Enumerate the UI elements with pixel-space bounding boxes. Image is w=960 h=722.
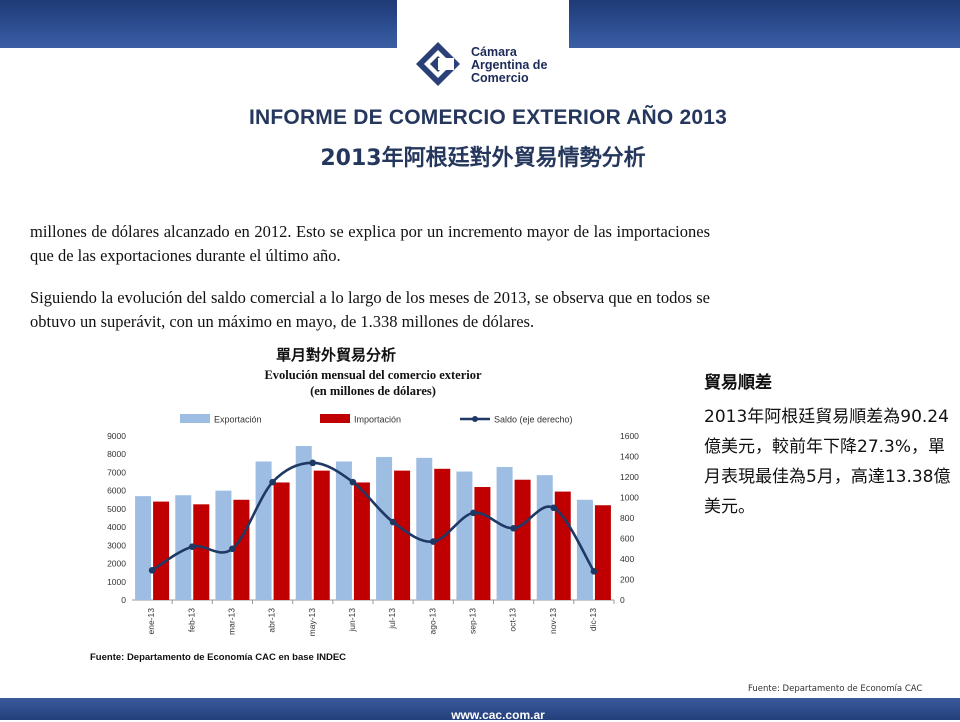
x-tick-label-jul-13: jul-13 — [387, 608, 397, 630]
left-tick-label-1: 1000 — [107, 577, 126, 587]
saldo-point-may-13 — [309, 459, 317, 467]
saldo-point-ago-13 — [429, 538, 437, 545]
chart-source: Fuente: Departamento de Economía CAC en … — [90, 652, 346, 663]
right-tick-label-6: 1200 — [620, 472, 639, 482]
saldo-point-oct-13 — [510, 524, 517, 532]
right-tick-label-3: 600 — [620, 534, 634, 544]
saldo-point-jun-13 — [349, 478, 357, 486]
x-tick-label-ene-13: ene-13 — [146, 608, 156, 635]
right-tick-label-1: 200 — [620, 575, 634, 585]
source-note: Fuente: Departamento de Economía CAC — [748, 684, 923, 694]
left-tick-label-8: 8000 — [107, 449, 126, 459]
x-tick-label-feb-13: feb-13 — [186, 608, 196, 632]
import-bar-jul-13 — [394, 470, 411, 600]
saldo-point-sep-13 — [470, 509, 477, 517]
import-bar-mar-13 — [233, 499, 250, 600]
right-tick-label-7: 1400 — [620, 452, 639, 462]
logo-box: Cámara Argentina de Comercio — [397, 0, 569, 100]
trade-chart: Evolución mensual del comercio exterior (… — [90, 368, 639, 663]
right-tick-label-0: 0 — [620, 595, 625, 605]
export-bar-abr-13 — [255, 461, 272, 600]
report-title-zh: 2013年阿根廷對外貿易情勢分析 — [320, 146, 646, 171]
export-bar-may-13 — [295, 446, 312, 600]
chart-label-zh: 單月對外貿易分析 — [276, 346, 397, 364]
export-bar-jun-13 — [335, 461, 352, 600]
export-bar-jul-13 — [376, 456, 393, 600]
logo-line-1: Cámara — [471, 45, 517, 59]
import-bar-feb-13 — [193, 504, 210, 600]
export-bar-sep-13 — [456, 471, 473, 600]
legend-swatch-1 — [180, 414, 210, 423]
side-heading: 貿易順差 — [704, 373, 772, 393]
left-tick-label-9: 9000 — [107, 431, 126, 441]
body-paragraph-2: Siguiendo la evolución del saldo comerci… — [30, 288, 710, 331]
saldo-point-dic-13 — [590, 568, 598, 575]
export-bar-feb-13 — [175, 495, 192, 600]
bottom-footer-band — [0, 698, 960, 720]
import-bar-nov-13 — [554, 491, 571, 600]
x-tick-label-ago-13: ago-13 — [427, 608, 437, 635]
legend-label-2: Importación — [354, 415, 401, 425]
left-tick-label-3: 3000 — [107, 540, 126, 550]
right-tick-label-5: 1000 — [620, 493, 639, 503]
import-bar-jun-13 — [353, 482, 370, 600]
legend-marker-3 — [472, 416, 478, 422]
chart-title: Evolución mensual del comercio exterior — [264, 368, 482, 382]
right-tick-label-2: 400 — [620, 554, 634, 564]
saldo-point-feb-13 — [188, 543, 196, 550]
x-tick-label-mar-13: mar-13 — [226, 608, 236, 635]
side-body: 2013年阿根廷貿易順差為90.24億美元，較前年下降27.3%，單月表現最佳為… — [704, 407, 951, 517]
left-tick-label-5: 5000 — [107, 504, 126, 514]
left-tick-label-6: 6000 — [107, 486, 126, 496]
saldo-point-ene-13 — [148, 566, 156, 574]
chart-subtitle: (en millones de dólares) — [310, 384, 436, 398]
left-tick-label-4: 4000 — [107, 522, 126, 532]
left-tick-label-2: 2000 — [107, 559, 126, 569]
right-tick-label-4: 800 — [620, 513, 634, 523]
legend-swatch-2 — [320, 414, 350, 423]
saldo-point-abr-13 — [269, 478, 276, 486]
legend-label-1: Exportación — [214, 415, 262, 425]
x-tick-label-jun-13: jun-13 — [347, 608, 357, 633]
export-bar-nov-13 — [536, 475, 553, 600]
saldo-point-mar-13 — [229, 545, 236, 553]
logo-line-3: Comercio — [471, 71, 529, 85]
report-title-es: INFORME DE COMERCIO EXTERIOR AÑO 2013 — [248, 106, 728, 129]
import-bar-ago-13 — [434, 468, 451, 600]
right-tick-label-8: 1600 — [620, 431, 639, 441]
x-tick-label-nov-13: nov-13 — [548, 608, 558, 634]
body-paragraph-1: millones de dólares alcanzado en 2012. E… — [30, 222, 710, 265]
export-bar-ene-13 — [135, 496, 152, 600]
import-bar-may-13 — [313, 470, 330, 600]
left-tick-label-7: 7000 — [107, 467, 126, 477]
legend-label-3: Saldo (eje derecho) — [494, 415, 573, 425]
saldo-point-jul-13 — [389, 518, 397, 526]
export-bar-ago-13 — [416, 457, 433, 600]
export-bar-oct-13 — [496, 466, 513, 600]
import-bar-sep-13 — [474, 487, 491, 600]
logo-text: Cámara Argentina de Comercio — [471, 46, 547, 85]
x-tick-label-oct-13: oct-13 — [508, 608, 518, 632]
export-bar-dic-13 — [576, 499, 593, 600]
x-tick-label-dic-13: dic-13 — [588, 608, 598, 631]
x-tick-label-sep-13: sep-13 — [467, 608, 477, 634]
import-bar-abr-13 — [273, 482, 290, 600]
import-bar-oct-13 — [514, 479, 531, 600]
x-tick-label-may-13: may-13 — [307, 608, 317, 637]
import-bar-dic-13 — [594, 505, 611, 600]
saldo-point-nov-13 — [550, 504, 558, 512]
logo-line-2: Argentina de — [471, 58, 548, 72]
import-bar-ene-13 — [153, 501, 170, 600]
export-bar-mar-13 — [215, 490, 232, 600]
x-tick-label-abr-13: abr-13 — [267, 608, 277, 633]
footer-url: www.cac.com.ar — [451, 708, 545, 722]
cac-logo-icon — [416, 42, 460, 86]
left-tick-label-0: 0 — [121, 595, 126, 605]
